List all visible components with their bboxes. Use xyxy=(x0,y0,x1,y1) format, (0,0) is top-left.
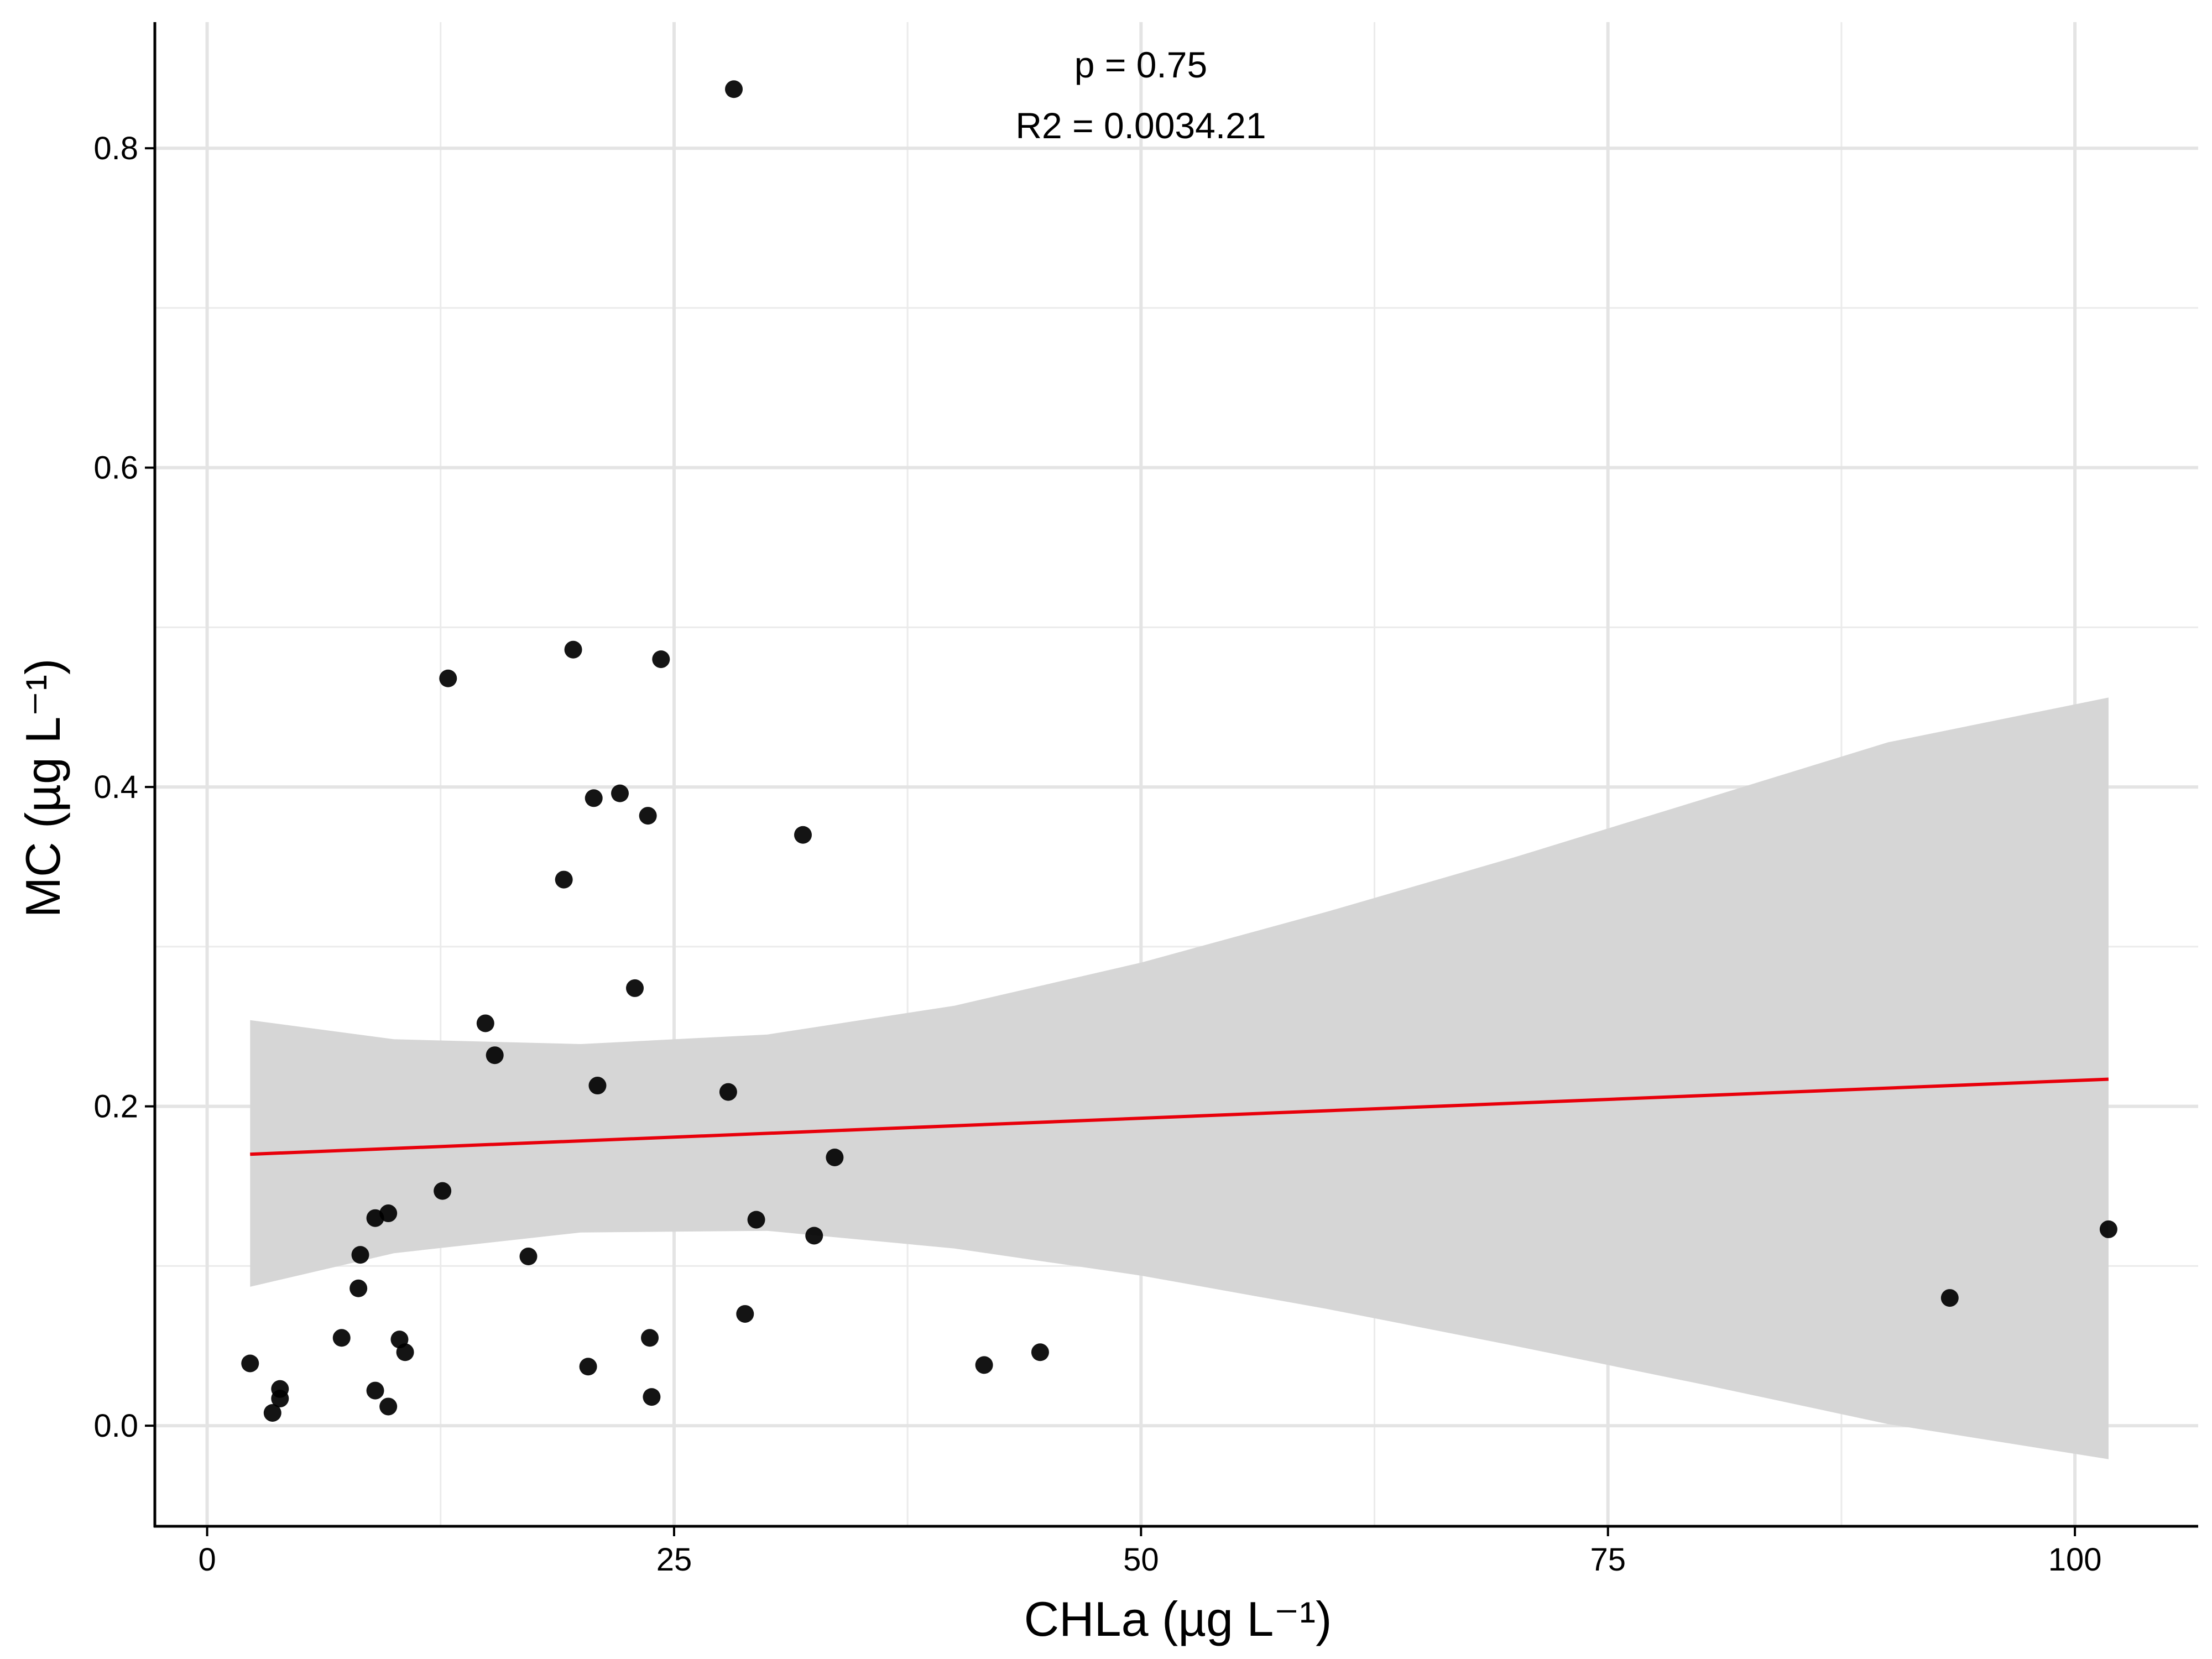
data-point xyxy=(719,1083,737,1101)
data-point xyxy=(271,1380,289,1398)
data-point xyxy=(579,1358,597,1376)
x-tick-label: 0 xyxy=(198,1542,216,1578)
r2-annotation: R2 = 0.0034.21 xyxy=(1015,105,1266,146)
data-point xyxy=(725,80,743,98)
confidence-band xyxy=(250,697,2109,1459)
data-point xyxy=(585,789,603,807)
data-point xyxy=(486,1046,504,1065)
data-point xyxy=(736,1305,754,1323)
data-point xyxy=(794,826,812,844)
y-tick-label: 0.0 xyxy=(93,1408,138,1444)
y-axis-ticks: 0.0 0.2 0.4 0.6 0.8 xyxy=(93,131,155,1444)
x-tick-label: 100 xyxy=(2048,1542,2102,1578)
data-point xyxy=(2099,1220,2117,1238)
data-point xyxy=(351,1246,369,1264)
y-tick-label: 0.2 xyxy=(93,1089,138,1125)
data-point xyxy=(1031,1343,1049,1361)
data-point xyxy=(241,1354,259,1373)
x-tick-label: 75 xyxy=(1590,1542,1626,1578)
data-point xyxy=(379,1204,398,1223)
data-point xyxy=(747,1211,765,1229)
data-point xyxy=(626,979,644,997)
data-point xyxy=(519,1248,538,1266)
data-point xyxy=(975,1356,993,1374)
data-point xyxy=(332,1329,351,1347)
x-axis-ticks: 0 25 50 75 100 xyxy=(198,1526,2101,1578)
data-point xyxy=(564,640,582,659)
data-point xyxy=(826,1148,844,1166)
y-tick-label: 0.4 xyxy=(93,769,138,805)
data-point xyxy=(641,1329,659,1347)
data-point xyxy=(366,1381,384,1400)
data-point xyxy=(379,1397,398,1416)
data-point xyxy=(263,1404,281,1422)
y-tick-label: 0.8 xyxy=(93,131,138,166)
data-point xyxy=(439,669,457,687)
data-point xyxy=(611,784,629,802)
data-point xyxy=(643,1388,661,1406)
data-point xyxy=(396,1343,414,1361)
regression-line xyxy=(250,1077,2109,1156)
p-value-annotation: p = 0.75 xyxy=(1074,44,1207,85)
data-point xyxy=(1940,1289,1959,1307)
data-point xyxy=(805,1227,823,1245)
x-tick-label: 25 xyxy=(656,1542,692,1578)
data-point xyxy=(588,1077,607,1095)
data-point xyxy=(476,1014,494,1032)
x-tick-label: 50 xyxy=(1123,1542,1159,1578)
data-point xyxy=(349,1279,368,1297)
data-point xyxy=(639,807,657,825)
y-axis-title: MC (µg L⁻¹) xyxy=(15,659,70,918)
data-point xyxy=(434,1182,452,1200)
points-layer xyxy=(241,80,2117,1422)
data-point xyxy=(652,650,670,669)
x-axis-title: CHLa (µg L⁻¹) xyxy=(1024,1592,1332,1646)
y-tick-label: 0.6 xyxy=(93,450,138,486)
data-point xyxy=(555,870,573,889)
